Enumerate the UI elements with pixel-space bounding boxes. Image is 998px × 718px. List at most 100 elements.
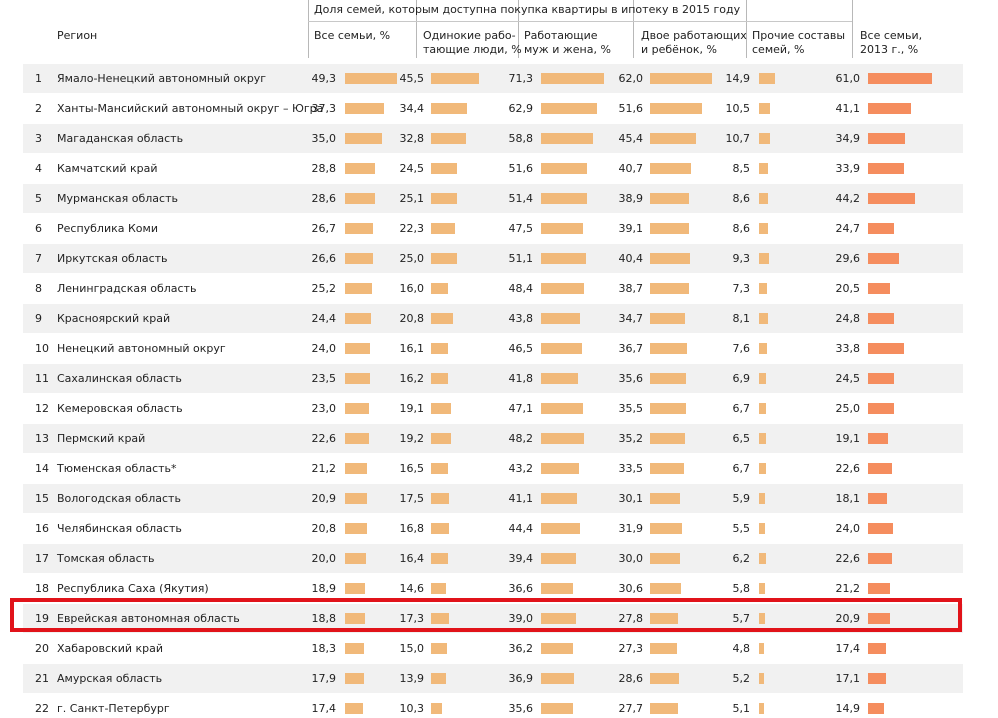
value-bar	[345, 703, 363, 714]
value-bar	[868, 613, 890, 624]
group-title: Доля семей, которым доступна покупка ква…	[314, 3, 741, 16]
row-value: 33,9	[835, 162, 861, 175]
value-bar	[650, 133, 696, 144]
value-bar	[650, 103, 702, 114]
value-bar	[868, 463, 892, 474]
row-value: 20,9	[835, 612, 861, 625]
row-rank: 16	[35, 522, 49, 535]
row-value: 36,6	[508, 582, 534, 595]
value-bar	[868, 673, 886, 684]
value-bar	[759, 583, 765, 594]
value-bar	[431, 643, 447, 654]
row-value: 6,9	[732, 372, 751, 385]
value-bar	[868, 403, 894, 414]
value-bar	[759, 493, 765, 504]
row-value: 7,6	[732, 342, 751, 355]
value-bar	[345, 583, 365, 594]
table-row: 20 Хабаровский край 18,3 15,0 36,2 27,3 4,8 17,…	[23, 634, 963, 664]
row-value: 36,9	[508, 672, 534, 685]
row-value: 24,4	[311, 312, 337, 325]
value-bar	[650, 253, 690, 264]
row-value: 20,9	[311, 492, 337, 505]
row-value: 33,5	[618, 462, 644, 475]
value-bar	[431, 523, 449, 534]
row-value: 31,9	[618, 522, 644, 535]
value-bar	[868, 433, 888, 444]
header-divider	[416, 0, 417, 58]
table-row: 18 Республика Саха (Якутия) 18,9 14,6 36,6 30…	[23, 574, 963, 604]
row-value: 25,2	[311, 282, 337, 295]
row-value: 45,5	[399, 72, 425, 85]
table-row: 16 Челябинская область 20,8 16,8 44,4 31,9 5,5…	[23, 514, 963, 544]
table-row: 21 Амурская область 17,9 13,9 36,9 28,6 5,2 17,…	[23, 664, 963, 694]
row-region: Красноярский край	[57, 312, 171, 325]
row-region: Иркутская область	[57, 252, 168, 265]
value-bar	[759, 403, 766, 414]
column-header: Работающие муж и жена, %	[524, 29, 611, 56]
row-value: 18,3	[311, 642, 337, 655]
header-divider	[852, 0, 853, 58]
table-row: 1 Ямало-Ненецкий автономный округ 49,3 45,5…	[23, 64, 963, 94]
value-bar	[541, 433, 584, 444]
value-bar	[345, 373, 370, 384]
column-header: Двое работающих и ребёнок, %	[641, 29, 747, 56]
value-bar	[759, 373, 766, 384]
row-value: 17,4	[835, 642, 861, 655]
row-region: Республика Саха (Якутия)	[57, 582, 209, 595]
row-rank: 19	[35, 612, 49, 625]
row-value: 71,3	[508, 72, 534, 85]
row-rank: 12	[35, 402, 49, 415]
row-rank: 6	[35, 222, 42, 235]
row-value: 62,0	[618, 72, 644, 85]
value-bar	[431, 673, 446, 684]
value-bar	[345, 643, 364, 654]
value-bar	[541, 583, 573, 594]
value-bar	[345, 133, 382, 144]
value-bar	[345, 283, 372, 294]
row-value: 28,6	[311, 192, 337, 205]
table-row: 13 Пермский край 22,6 19,2 48,2 35,2 6,5 19,1	[23, 424, 963, 454]
row-region: Пермский край	[57, 432, 146, 445]
value-bar	[650, 343, 687, 354]
header-divider	[633, 0, 634, 58]
row-region: Сахалинская область	[57, 372, 182, 385]
value-bar	[431, 283, 448, 294]
value-bar	[868, 283, 890, 294]
row-value: 25,0	[399, 252, 425, 265]
row-value: 6,5	[732, 432, 751, 445]
row-rank: 20	[35, 642, 49, 655]
row-value: 5,7	[732, 612, 751, 625]
row-value: 48,2	[508, 432, 534, 445]
value-bar	[868, 643, 886, 654]
table-row: 12 Кемеровская область 23,0 19,1 47,1 35,5 6,7…	[23, 394, 963, 424]
value-bar	[650, 643, 677, 654]
table-row: 5 Мурманская область 28,6 25,1 51,4 38,9 8,6 44…	[23, 184, 963, 214]
row-rank: 2	[35, 102, 42, 115]
value-bar	[868, 703, 884, 714]
value-bar	[431, 403, 451, 414]
row-value: 8,6	[732, 222, 751, 235]
row-rank: 22	[35, 702, 49, 715]
row-value: 22,6	[311, 432, 337, 445]
value-bar	[541, 613, 576, 624]
value-bar	[431, 583, 446, 594]
value-bar	[541, 703, 573, 714]
value-bar	[431, 223, 455, 234]
value-bar	[650, 373, 686, 384]
row-value: 4,8	[732, 642, 751, 655]
value-bar	[759, 163, 768, 174]
row-value: 14,9	[725, 72, 751, 85]
value-bar	[868, 73, 932, 84]
row-value: 5,1	[732, 702, 751, 715]
value-bar	[759, 433, 766, 444]
value-bar	[868, 253, 899, 264]
row-value: 34,7	[618, 312, 644, 325]
row-value: 49,3	[311, 72, 337, 85]
row-value: 35,2	[618, 432, 644, 445]
table-row: 14 Тюменская область* 21,2 16,5 43,2 33,5 6,7 2…	[23, 454, 963, 484]
value-bar	[345, 103, 384, 114]
row-rank: 5	[35, 192, 42, 205]
value-bar	[431, 493, 449, 504]
value-bar	[759, 643, 764, 654]
row-value: 34,4	[399, 102, 425, 115]
